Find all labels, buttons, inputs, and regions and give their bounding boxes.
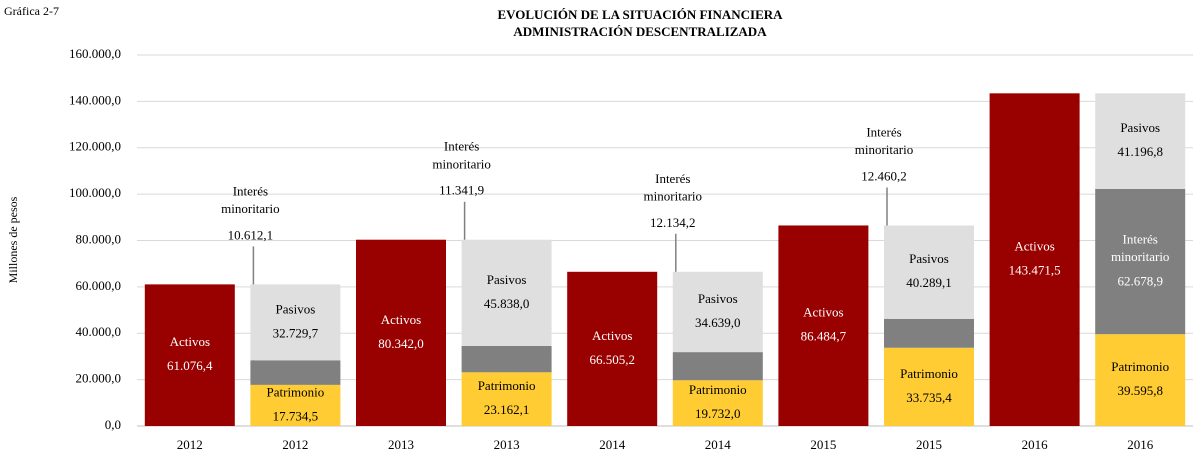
bar-segment — [1095, 93, 1186, 189]
bar-segment — [567, 271, 658, 426]
callout-label: Interés minoritario — [221, 183, 280, 216]
value-label: 19.732,0 — [695, 406, 741, 421]
callout-value: 12.460,2 — [861, 168, 907, 183]
segment-name: Activos — [381, 312, 421, 327]
chart-title: EVOLUCIÓN DE LA SITUACIÓN FINANCIERA — [497, 7, 783, 22]
value-label: 45.838,0 — [484, 296, 530, 311]
value-label: 39.595,8 — [1117, 383, 1163, 398]
bar-segment — [672, 380, 763, 426]
value-label: 41.196,8 — [1117, 144, 1163, 159]
value-label: 62.678,9 — [1117, 274, 1163, 289]
x-tick-label: 2014 — [599, 437, 626, 452]
callout-label: Interés minoritario — [432, 139, 491, 172]
y-tick-label: 40.000,0 — [76, 324, 122, 339]
bar-segment — [778, 225, 869, 426]
bar-segment — [461, 345, 552, 373]
value-label: 17.734,5 — [273, 408, 319, 423]
chart-subtitle: ADMINISTRACIÓN DESCENTRALIZADA — [513, 24, 767, 39]
bar-segment — [461, 372, 552, 426]
bar-segment — [461, 239, 552, 346]
segment-name: Patrimonio — [267, 384, 325, 399]
bar-segment — [144, 284, 235, 426]
value-label: 86.484,7 — [801, 329, 847, 344]
bar-segment — [250, 360, 341, 385]
segment-name: Patrimonio — [689, 382, 747, 397]
bar-segment — [884, 347, 974, 426]
x-tick-label: 2012 — [177, 437, 203, 452]
callout-value: 11.341,9 — [439, 183, 484, 198]
bar-segment — [884, 225, 974, 319]
segment-name: Pasivos — [1120, 120, 1160, 135]
y-tick-label: 160.000,0 — [69, 46, 121, 61]
segment-name: Pasivos — [276, 301, 316, 316]
y-tick-label: 80.000,0 — [76, 231, 122, 246]
value-label: 34.639,0 — [695, 315, 741, 330]
segment-name: Patrimonio — [900, 366, 958, 381]
x-tick-label: 2015 — [810, 437, 836, 452]
segment-name: Activos — [1014, 239, 1054, 254]
x-tick-label: 2016 — [1127, 437, 1154, 452]
y-tick-label: 100.000,0 — [69, 185, 121, 200]
value-label: 143.471,5 — [1009, 263, 1061, 278]
figure-label: Gráfica 2-7 — [4, 4, 59, 18]
x-tick-label: 2013 — [494, 437, 520, 452]
segment-name: Pasivos — [487, 272, 527, 287]
value-label: 23.162,1 — [484, 402, 530, 417]
x-tick-label: 2016 — [1022, 437, 1049, 452]
x-tick-label: 2015 — [916, 437, 942, 452]
value-label: 80.342,0 — [378, 336, 424, 351]
value-label: 32.729,7 — [273, 325, 319, 340]
segment-name: Patrimonio — [478, 378, 536, 393]
value-label: 66.505,2 — [589, 352, 635, 367]
x-tick-label: 2012 — [282, 437, 308, 452]
callout-label: Interés minoritario — [644, 171, 703, 204]
callout-label: Interés minoritario — [855, 124, 914, 157]
y-tick-label: 20.000,0 — [76, 371, 122, 386]
value-label: 33.735,4 — [906, 390, 952, 405]
bar-segment — [989, 93, 1080, 426]
y-axis-label: Millones de pesos — [6, 196, 20, 283]
bar-segment — [1095, 334, 1186, 426]
segment-name: Activos — [803, 305, 843, 320]
segment-name: Pasivos — [909, 251, 949, 266]
segment-name: Activos — [592, 328, 632, 343]
bar-segment — [250, 284, 341, 361]
y-tick-label: 120.000,0 — [69, 139, 121, 154]
x-tick-label: 2014 — [705, 437, 732, 452]
value-label: 61.076,4 — [167, 358, 213, 373]
y-tick-label: 60.000,0 — [76, 278, 122, 293]
segment-name: Pasivos — [698, 291, 738, 306]
x-tick-label: 2013 — [388, 437, 414, 452]
bar-segment — [672, 352, 763, 381]
callout-value: 10.612,1 — [228, 227, 274, 242]
y-tick-label: 0,0 — [105, 417, 121, 432]
segment-name: Interés minoritario — [1111, 232, 1170, 265]
y-tick-label: 140.000,0 — [69, 92, 121, 107]
segment-name: Patrimonio — [1111, 359, 1169, 374]
segment-name: Activos — [170, 334, 210, 349]
bar-segment — [1095, 188, 1186, 335]
bar-segment — [672, 271, 763, 353]
bar-segment — [884, 318, 974, 348]
bar-segment — [356, 239, 446, 426]
value-label: 40.289,1 — [906, 275, 952, 290]
callout-value: 12.134,2 — [650, 215, 696, 230]
bar-segment — [250, 384, 341, 426]
